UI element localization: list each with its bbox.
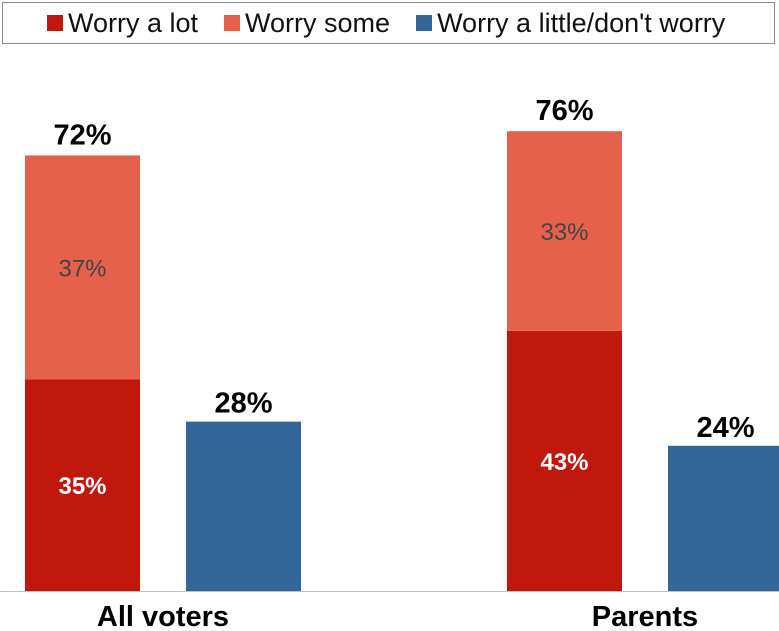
total-label-nowory-parents: 24% bbox=[696, 412, 754, 444]
legend-item-worry-some: Worry some bbox=[224, 8, 390, 39]
legend-label-worry-a-lot: Worry a lot bbox=[68, 7, 199, 38]
bar-worry-some-all-voters bbox=[25, 155, 140, 380]
category-label-all-voters: All voters bbox=[97, 601, 229, 631]
segment-label-worry-some-all-voters: 37% bbox=[58, 255, 106, 282]
legend-swatch-worry-little bbox=[416, 15, 433, 31]
total-label-nowory-all-voters: 28% bbox=[214, 388, 272, 420]
legend-item-worry-a-lot: Worry a lot bbox=[47, 8, 198, 39]
legend-swatch-worry-a-lot bbox=[47, 15, 63, 31]
bar-worry-a-little-don-t-worry-all-voters bbox=[186, 421, 301, 591]
legend-label-worry-little: Worry a little/don't worry bbox=[437, 7, 726, 38]
segment-label-worry-a-lot-all-voters: 35% bbox=[58, 473, 106, 500]
legend-label-worry-some: Worry some bbox=[245, 7, 391, 38]
total-label-worry-all-voters: 72% bbox=[53, 119, 111, 151]
segment-label-worry-a-lot-parents: 43% bbox=[540, 449, 588, 476]
bar-worry-a-lot-all-voters bbox=[25, 379, 140, 591]
category-label-parents: Parents bbox=[592, 601, 698, 631]
legend-swatch-worry-some bbox=[224, 15, 241, 31]
bar-worry-some-parents bbox=[507, 131, 622, 331]
total-label-worry-parents: 76% bbox=[535, 95, 593, 127]
segment-label-worry-some-parents: 33% bbox=[540, 219, 588, 246]
legend-item-worry-little: Worry a little/don't worry bbox=[416, 8, 725, 39]
bar-worry-a-little-don-t-worry-parents bbox=[668, 445, 779, 591]
bar-worry-a-lot-parents bbox=[507, 330, 622, 591]
chart-legend: Worry a lot Worry some Worry a little/do… bbox=[2, 2, 775, 44]
